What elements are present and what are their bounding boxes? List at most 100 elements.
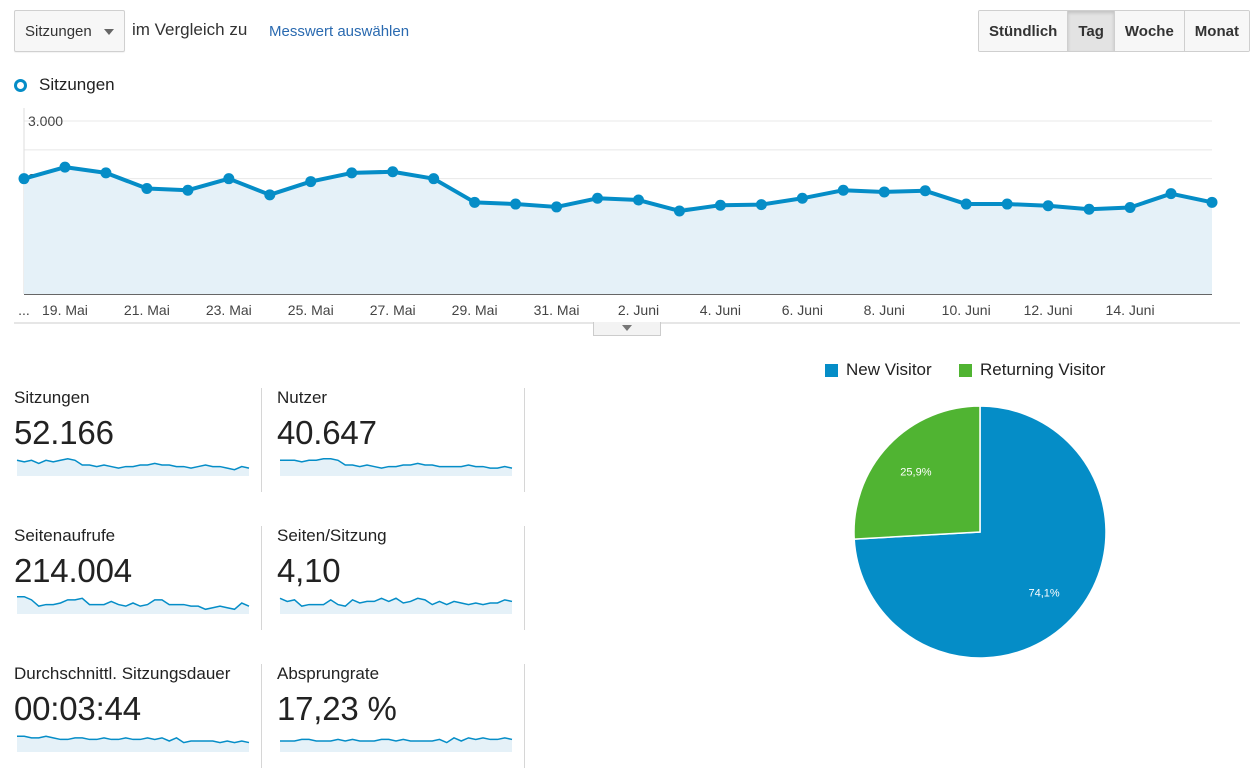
divider xyxy=(524,664,525,768)
scorecard-pageviews[interactable]: Seitenaufrufe 214.004 xyxy=(14,526,262,634)
data-point xyxy=(141,182,153,194)
scorecard-value: 214.004 xyxy=(14,552,132,589)
data-point xyxy=(1124,202,1136,214)
collapse-chart-toggle[interactable] xyxy=(593,322,661,336)
x-tick-label: 29. Mai xyxy=(452,302,498,318)
sparkline-area xyxy=(280,737,512,752)
data-point xyxy=(1206,196,1218,208)
series-line xyxy=(23,165,1213,213)
data-point xyxy=(18,173,30,185)
data-point xyxy=(632,194,644,206)
scorecard-label: Seitenaufrufe xyxy=(14,526,116,545)
divider xyxy=(261,664,262,768)
data-point xyxy=(469,196,481,208)
sparkline xyxy=(16,457,250,476)
sparkline-area xyxy=(17,596,249,614)
data-point xyxy=(755,199,767,211)
data-point xyxy=(428,173,440,185)
x-tick-label: 2. Juni xyxy=(618,302,659,318)
data-point xyxy=(878,186,890,198)
x-tick-label: 8. Juni xyxy=(864,302,905,318)
series-area xyxy=(24,167,1212,294)
metric-select[interactable]: Sitzungen xyxy=(14,10,125,52)
data-point xyxy=(919,185,931,197)
period-week-button[interactable]: Woche xyxy=(1114,11,1185,51)
sparkline-line xyxy=(280,737,513,744)
sparkline xyxy=(280,737,513,752)
scorecard-value: 52.166 xyxy=(14,414,114,451)
scorecard-label: Durchschnittl. Sitzungsdauer xyxy=(14,664,231,683)
scorecard-label: Seiten/Sitzung xyxy=(277,526,387,545)
data-point xyxy=(551,201,563,213)
legend-label: Returning Visitor xyxy=(980,360,1106,379)
metric-select-value: Sitzungen xyxy=(25,22,92,40)
pie-legend-new-visitor[interactable]: New Visitor xyxy=(825,360,932,380)
series-legend-label: Sitzungen xyxy=(39,75,115,94)
scorecard-avg-session-duration[interactable]: Durchschnittl. Sitzungsdauer 00:03:44 xyxy=(14,664,262,772)
data-point xyxy=(264,189,276,201)
sparkline-line xyxy=(17,735,250,744)
series-marker-icon xyxy=(14,78,27,92)
select-metric-link[interactable]: Messwert auswählen xyxy=(269,23,410,40)
triangle-down-icon xyxy=(622,325,632,331)
sparkline xyxy=(280,457,513,476)
data-point xyxy=(305,176,317,188)
series-legend[interactable]: Sitzungen xyxy=(14,75,115,95)
x-tick-label: 21. Mai xyxy=(124,302,170,318)
x-tick-label: 25. Mai xyxy=(288,302,334,318)
scorecard-value: 4,10 xyxy=(277,552,341,589)
divider xyxy=(261,526,262,630)
compare-label: im Vergleich zu xyxy=(132,20,248,39)
sparkline-area xyxy=(17,458,249,476)
scorecard-sessions[interactable]: Sitzungen 52.166 xyxy=(14,388,262,496)
data-point xyxy=(223,173,235,185)
x-tick-label: 10. Juni xyxy=(942,302,991,318)
sparkline-line xyxy=(279,597,513,607)
period-hourly-button[interactable]: Stündlich xyxy=(979,11,1069,51)
scorecard-value: 40.647 xyxy=(277,414,377,451)
period-month-button[interactable]: Monat xyxy=(1184,11,1249,51)
data-point xyxy=(837,184,849,196)
data-point xyxy=(182,184,194,196)
data-point xyxy=(387,166,399,178)
pie-data-label: 25,9% xyxy=(900,466,931,478)
scorecard-pages-per-session[interactable]: Seiten/Sitzung 4,10 xyxy=(277,526,525,634)
pie-slice xyxy=(853,405,981,540)
data-point xyxy=(1042,200,1054,212)
legend-label: New Visitor xyxy=(846,360,932,379)
x-tick-label: 12. Juni xyxy=(1024,302,1073,318)
scorecard-users[interactable]: Nutzer 40.647 xyxy=(277,388,525,496)
scorecard-value: 00:03:44 xyxy=(14,690,141,727)
x-tick-label: 14. Juni xyxy=(1106,302,1155,318)
data-point xyxy=(1083,203,1095,215)
sparkline-area xyxy=(280,598,512,614)
sparkline xyxy=(17,735,250,752)
x-tick-label: 31. Mai xyxy=(534,302,580,318)
data-point xyxy=(1165,188,1177,200)
x-tick-label: 4. Juni xyxy=(700,302,741,318)
data-point xyxy=(714,199,726,211)
sparkline-line xyxy=(16,457,250,471)
data-point xyxy=(510,198,522,210)
data-point xyxy=(346,167,358,179)
scorecard-bounce-rate[interactable]: Absprungrate 17,23 % xyxy=(277,664,525,772)
legend-swatch xyxy=(959,363,972,377)
divider xyxy=(524,388,525,492)
data-point xyxy=(1001,198,1013,210)
period-switcher: Stündlich Tag Woche Monat xyxy=(978,10,1250,52)
x-tick-label: 23. Mai xyxy=(206,302,252,318)
scorecard-label: Sitzungen xyxy=(14,388,90,407)
x-tick-label: 19. Mai xyxy=(42,302,88,318)
divider xyxy=(524,526,525,630)
pie-legend-returning-visitor[interactable]: Returning Visitor xyxy=(959,360,1105,380)
legend-swatch xyxy=(825,363,838,377)
pie-data-label: 74,1% xyxy=(1029,588,1060,600)
period-day-button[interactable]: Tag xyxy=(1068,11,1115,51)
sparkline-area xyxy=(17,736,249,752)
data-point xyxy=(100,167,112,179)
scorecard-value: 17,23 % xyxy=(277,690,397,727)
x-tick-label: 6. Juni xyxy=(782,302,823,318)
x-tick-label: 27. Mai xyxy=(370,302,416,318)
x-tick-label: ... xyxy=(18,302,30,318)
